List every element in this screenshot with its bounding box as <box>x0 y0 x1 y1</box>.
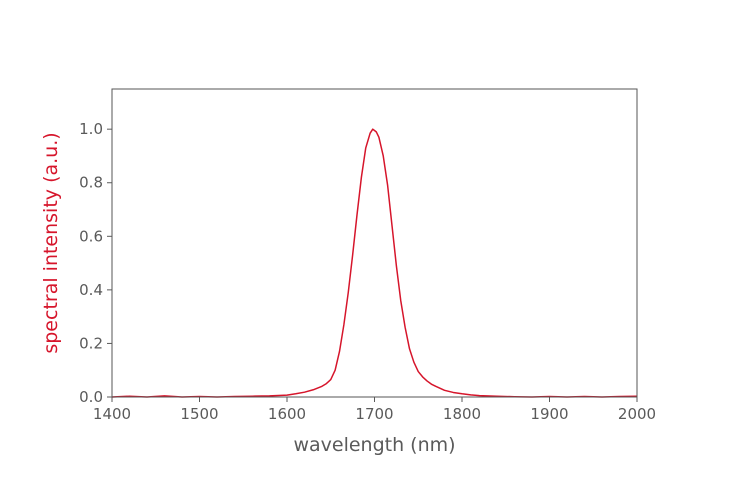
y-axis-title: spectral intensity (a.u.) <box>40 132 62 353</box>
y-axis: 0.0 0.2 0.4 0.6 0.8 1.0 <box>79 120 112 406</box>
x-axis: 1400 1500 1600 1700 1800 1900 2000 <box>93 397 656 423</box>
x-tick-label: 2000 <box>618 405 656 423</box>
y-tick-label: 0.2 <box>79 334 103 352</box>
x-tick-label: 1700 <box>355 405 393 423</box>
y-tick-label: 0.8 <box>79 174 103 192</box>
x-tick-label: 1900 <box>530 405 568 423</box>
spectrum-line <box>111 128 638 398</box>
y-tick-label: 0.4 <box>79 281 103 299</box>
x-tick-label: 1800 <box>443 405 481 423</box>
x-tick-label: 1600 <box>268 405 306 423</box>
plot-frame <box>111 88 638 398</box>
y-tick-label: 0.6 <box>79 227 103 245</box>
x-tick-label: 1500 <box>180 405 218 423</box>
y-tick-label: 1.0 <box>79 120 103 138</box>
y-tick-label: 0.0 <box>79 388 103 406</box>
x-tick-label: 1400 <box>93 405 131 423</box>
x-axis-title: wavelength (nm) <box>293 434 455 456</box>
plot-area <box>111 128 638 398</box>
